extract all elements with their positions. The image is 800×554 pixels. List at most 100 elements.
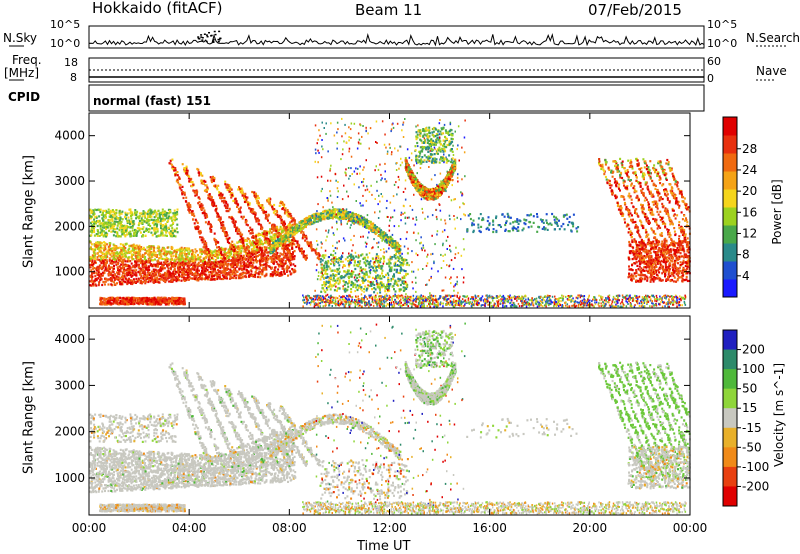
range-gate-cell: [151, 271, 153, 273]
range-gate-cell: [266, 264, 268, 266]
range-gate-cell: [267, 220, 269, 222]
range-gate-cell: [209, 254, 211, 256]
range-gate-cell: [205, 189, 207, 191]
range-gate-cell: [113, 222, 115, 224]
range-gate-cell: [258, 222, 260, 224]
range-gate-cell: [119, 214, 121, 216]
range-gate-cell: [184, 168, 186, 170]
range-gate-cell: [148, 272, 150, 274]
range-gate-cell: [206, 184, 208, 186]
range-gate-cell: [203, 278, 205, 280]
range-gate-cell: [187, 277, 189, 279]
range-gate-cell: [127, 274, 129, 276]
n-search-dot: [213, 41, 215, 43]
range-gate-cell: [168, 268, 170, 270]
range-gate-cell: [265, 274, 267, 276]
range-gate-cell: [259, 276, 261, 278]
range-gate-cell: [99, 251, 101, 253]
range-gate-cell: [319, 254, 321, 256]
range-gate-cell: [236, 230, 238, 232]
range-gate-cell: [317, 256, 319, 258]
range-gate-cell: [169, 251, 171, 253]
range-gate-cell: [131, 279, 133, 281]
range-gate-cell: [241, 234, 243, 236]
range-gate-cell: [222, 274, 224, 276]
range-gate-cell: [173, 298, 175, 300]
range-gate-cell: [142, 215, 144, 217]
range-gate-cell: [125, 243, 127, 245]
range-gate-cell: [109, 298, 111, 300]
n-search-dot: [208, 32, 210, 34]
range-gate-cell: [122, 247, 124, 249]
range-gate-cell: [128, 251, 130, 253]
range-gate-cell: [192, 181, 194, 183]
range-gate-cell: [156, 211, 158, 213]
range-gate-cell: [145, 230, 147, 232]
range-gate-cell: [212, 201, 214, 203]
range-gate-cell: [166, 217, 168, 219]
range-gate-cell: [100, 245, 102, 247]
range-gate-cell: [227, 204, 229, 206]
range-gate-cell: [230, 263, 232, 265]
range-gate-cell: [146, 298, 148, 300]
range-gate-cell: [97, 266, 99, 268]
range-gate-cell: [288, 224, 290, 226]
range-gate-cell: [291, 268, 293, 270]
range-gate-cell: [267, 258, 269, 260]
range-gate-cell: [153, 270, 155, 272]
range-gate-cell: [292, 219, 294, 221]
range-gate-cell: [237, 233, 239, 235]
range-gate-cell: [194, 278, 196, 280]
range-gate-cell: [112, 225, 114, 227]
range-gate-cell: [110, 231, 112, 233]
range-gate-cell: [204, 214, 206, 216]
range-gate-cell: [225, 276, 227, 278]
range-gate-cell: [153, 221, 155, 223]
range-gate-cell: [116, 227, 118, 229]
range-gate-cell: [117, 273, 119, 275]
range-gate-cell: [241, 247, 243, 249]
range-gate-cell: [115, 300, 117, 302]
range-gate-cell: [117, 222, 119, 224]
range-gate-cell: [128, 303, 130, 305]
range-gate-cell: [231, 194, 233, 196]
range-gate-cell: [91, 221, 93, 223]
range-gate-cell: [195, 251, 197, 253]
range-gate-cell: [208, 276, 210, 278]
range-gate-cell: [113, 265, 115, 267]
range-gate-cell: [182, 163, 184, 165]
range-gate-cell: [110, 283, 112, 285]
range-gate-cell: [173, 169, 175, 171]
n-search-dot: [218, 41, 220, 43]
range-gate-cell: [260, 225, 262, 227]
range-gate-cell: [290, 264, 292, 266]
range-gate-cell: [258, 202, 260, 204]
range-gate-cell: [210, 226, 212, 228]
range-gate-cell: [185, 201, 187, 203]
range-gate-cell: [91, 243, 93, 245]
range-gate-cell: [118, 235, 120, 237]
range-gate-cell: [203, 268, 205, 270]
range-gate-cell: [216, 250, 218, 252]
range-gate-cell: [312, 249, 314, 251]
range-gate-cell: [122, 300, 124, 302]
range-gate-cell: [178, 269, 180, 271]
range-gate-cell: [174, 268, 176, 270]
range-gate-cell: [121, 247, 123, 249]
range-gate-cell: [303, 256, 305, 258]
range-gate-cell: [130, 303, 132, 305]
range-gate-cell: [232, 221, 234, 223]
range-gate-cell: [140, 255, 142, 257]
range-gate-cell: [97, 225, 99, 227]
range-gate-cell: [160, 279, 162, 281]
range-gate-cell: [101, 301, 103, 303]
range-gate-cell: [244, 257, 246, 259]
range-gate-cell: [171, 247, 173, 249]
range-gate-cell: [176, 300, 178, 302]
range-gate-cell: [278, 255, 280, 257]
range-gate-cell: [227, 241, 229, 243]
range-gate-cell: [164, 215, 166, 217]
range-gate-cell: [134, 266, 136, 268]
range-gate-cell: [99, 211, 101, 213]
range-gate-cell: [260, 204, 262, 206]
